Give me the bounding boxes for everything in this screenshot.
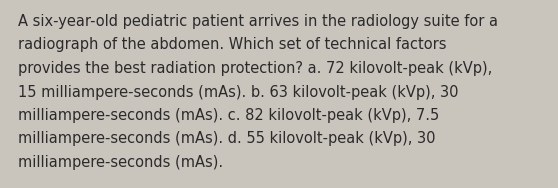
Text: A six-year-old pediatric patient arrives in the radiology suite for a: A six-year-old pediatric patient arrives… [18,14,498,29]
Text: milliampere-seconds (mAs). d. 55 kilovolt-peak (kVp), 30: milliampere-seconds (mAs). d. 55 kilovol… [18,131,435,146]
Text: milliampere-seconds (mAs).: milliampere-seconds (mAs). [18,155,223,170]
Text: milliampere-seconds (mAs). c. 82 kilovolt-peak (kVp), 7.5: milliampere-seconds (mAs). c. 82 kilovol… [18,108,439,123]
Text: 15 milliampere-seconds (mAs). b. 63 kilovolt-peak (kVp), 30: 15 milliampere-seconds (mAs). b. 63 kilo… [18,84,459,99]
Text: radiograph of the abdomen. Which set of technical factors: radiograph of the abdomen. Which set of … [18,37,446,52]
Text: provides the best radiation protection? a. 72 kilovolt-peak (kVp),: provides the best radiation protection? … [18,61,492,76]
